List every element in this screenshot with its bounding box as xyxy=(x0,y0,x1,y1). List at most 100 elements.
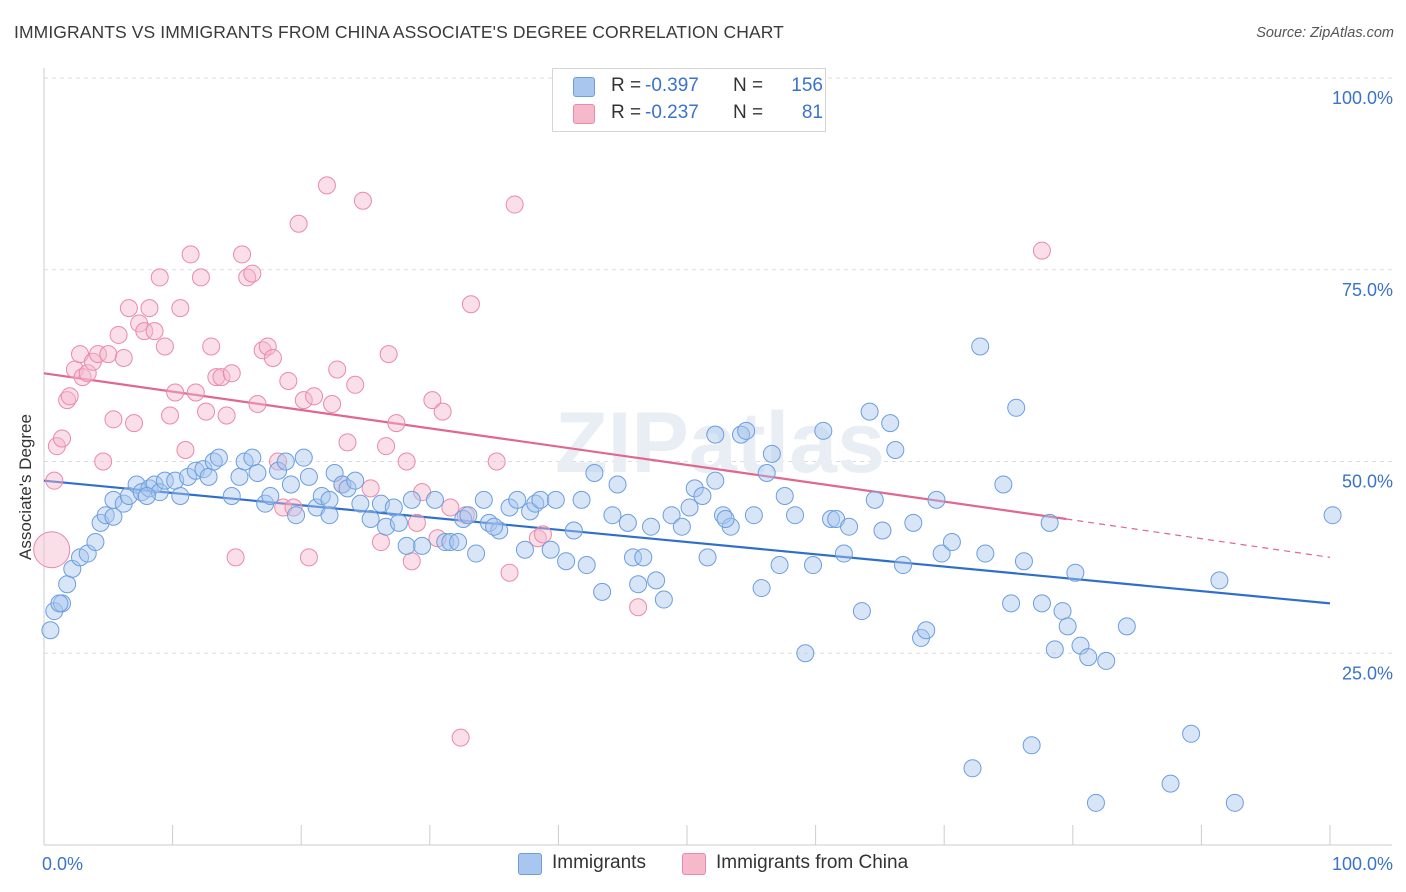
data-point-immigrants xyxy=(1066,563,1085,582)
data-point-china xyxy=(243,264,262,283)
y-tick-label: 75.0% xyxy=(1342,280,1393,300)
data-point-immigrants xyxy=(397,536,416,555)
data-point-immigrants xyxy=(485,517,504,536)
data-point-immigrants xyxy=(1014,552,1033,571)
data-point-immigrants xyxy=(672,517,691,536)
data-point-china xyxy=(176,440,195,459)
data-point-immigrants xyxy=(269,461,288,480)
data-point-china xyxy=(155,337,174,356)
data-point-immigrants xyxy=(467,544,486,563)
data-point-china xyxy=(1032,241,1051,260)
data-point-immigrants xyxy=(942,533,961,552)
data-point-immigrants xyxy=(294,448,313,467)
data-point-immigrants xyxy=(351,494,370,513)
data-point-immigrants xyxy=(577,556,596,575)
data-point-immigrants xyxy=(698,548,717,567)
data-point-china xyxy=(451,728,470,747)
data-point-china xyxy=(397,452,416,471)
data-point-immigrants xyxy=(361,510,380,529)
data-point-china xyxy=(258,337,277,356)
data-point-china xyxy=(533,525,552,544)
data-point-china xyxy=(629,598,648,617)
data-point-china xyxy=(109,325,128,344)
data-point-china xyxy=(294,391,313,410)
data-point-immigrants xyxy=(963,759,982,778)
data-point-immigrants xyxy=(1022,736,1041,755)
chart-title: IMMIGRANTS VS IMMIGRANTS FROM CHINA ASSO… xyxy=(14,22,784,42)
data-point-immigrants xyxy=(1097,651,1116,670)
data-point-immigrants xyxy=(1058,617,1077,636)
data-point-immigrants xyxy=(641,517,660,536)
source-credit: Source: ZipAtlas.com xyxy=(1256,25,1394,41)
gridlines xyxy=(44,77,1392,654)
data-point-immigrants xyxy=(1053,602,1072,621)
data-point-china xyxy=(379,345,398,364)
data-point-immigrants xyxy=(886,440,905,459)
data-point-china xyxy=(317,176,336,195)
data-point-immigrants xyxy=(647,571,666,590)
data-point-china xyxy=(346,375,365,394)
data-point-immigrants xyxy=(860,402,879,421)
data-point-immigrants xyxy=(618,513,637,532)
data-point-immigrants xyxy=(904,513,923,532)
data-point-china xyxy=(45,471,64,490)
data-point-china xyxy=(279,371,298,390)
y-tick-label: 25.0% xyxy=(1342,663,1393,683)
data-point-immigrants xyxy=(104,490,123,509)
data-point-immigrants xyxy=(654,590,673,609)
data-point-immigrants xyxy=(881,414,900,433)
data-point-china xyxy=(135,322,154,341)
data-point-immigrants xyxy=(1210,571,1229,590)
legend-r-label: R = xyxy=(611,75,642,96)
y-axis-label: Associate's Degree xyxy=(16,414,35,560)
data-point-china xyxy=(305,387,324,406)
data-point-immigrants xyxy=(155,471,174,490)
data-point-china xyxy=(125,414,144,433)
data-point-immigrants xyxy=(96,506,115,525)
data-point-china xyxy=(207,368,226,387)
data-point-china xyxy=(263,348,282,367)
data-point-immigrants xyxy=(894,556,913,575)
y-tick-label: 50.0% xyxy=(1342,472,1393,492)
data-point-immigrants xyxy=(425,490,444,509)
data-point-immigrants xyxy=(840,517,859,536)
bottom-legend-label: Immigrants xyxy=(552,852,646,873)
data-point-immigrants xyxy=(744,506,763,525)
y-tick-label: 100.0% xyxy=(1332,88,1393,108)
data-point-immigrants xyxy=(796,644,815,663)
legend-n-value: 156 xyxy=(791,75,823,96)
x-tick-label: 0.0% xyxy=(42,854,83,874)
data-point-immigrants xyxy=(209,448,228,467)
data-point-immigrants xyxy=(338,479,357,498)
data-point-immigrants xyxy=(585,464,604,483)
legend-r-value: -0.397 xyxy=(645,75,699,96)
data-point-immigrants xyxy=(137,487,156,506)
data-point-china xyxy=(60,387,79,406)
data-point-immigrants xyxy=(230,467,249,486)
data-point-immigrants xyxy=(1117,617,1136,636)
data-point-china xyxy=(99,345,118,364)
data-point-china xyxy=(361,479,380,498)
data-point-immigrants xyxy=(662,506,681,525)
data-point-immigrants xyxy=(1032,594,1051,613)
data-point-immigrants xyxy=(171,487,190,506)
data-point-immigrants xyxy=(814,421,833,440)
data-point-china xyxy=(104,410,123,429)
data-point-china xyxy=(248,394,267,413)
data-point-immigrants xyxy=(541,540,560,559)
data-point-immigrants xyxy=(804,556,823,575)
legend-r-value: -0.237 xyxy=(645,102,699,123)
data-point-immigrants xyxy=(873,521,892,540)
data-point-immigrants xyxy=(706,471,725,490)
data-point-immigrants xyxy=(449,533,468,552)
x-tick-label: 100.0% xyxy=(1332,854,1393,874)
data-point-china xyxy=(191,268,210,287)
data-point-immigrants xyxy=(320,506,339,525)
data-point-china xyxy=(353,191,372,210)
data-point-immigrants xyxy=(222,487,241,506)
legend-n-value: 81 xyxy=(801,102,823,123)
data-point-immigrants xyxy=(413,536,432,555)
data-point-immigrants xyxy=(299,467,318,486)
data-point-immigrants xyxy=(474,490,493,509)
